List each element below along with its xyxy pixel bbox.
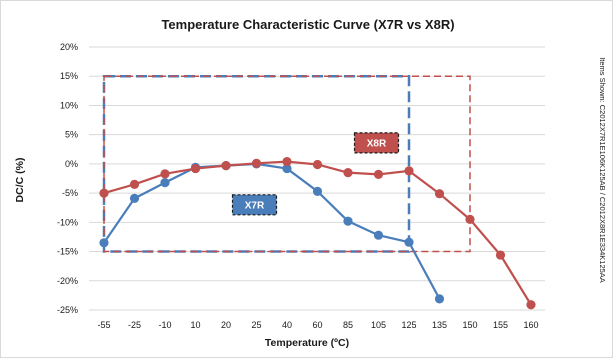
- x-tick-label: -10: [158, 320, 171, 330]
- y-tick-label: -15%: [57, 247, 78, 257]
- x-tick-label: -25: [128, 320, 141, 330]
- x-tick-label: 125: [401, 320, 416, 330]
- badge-label-x7r: X7R: [245, 200, 265, 211]
- y-tick-label: 20%: [60, 42, 78, 52]
- x-tick-label: 135: [432, 320, 447, 330]
- badge-x7r: [231, 194, 278, 216]
- data-point-x7r: [404, 237, 414, 247]
- series-points: [99, 156, 536, 310]
- y-tick-label: 10%: [60, 100, 78, 110]
- data-point-x7r: [129, 193, 140, 203]
- spec-boxes: [102, 74, 471, 253]
- data-point-x8r: [251, 158, 262, 168]
- data-point-x8r: [221, 161, 231, 171]
- y-axis-ticks: 20% 15% 10% 5% 0% -5% -10% -15% -20% -25%: [57, 42, 78, 315]
- data-point-x8r: [99, 188, 109, 198]
- data-point-x7r: [434, 294, 445, 304]
- data-point-x8r: [343, 168, 353, 178]
- x-tick-label: 105: [371, 320, 386, 330]
- x-tick-label: -55: [97, 320, 110, 330]
- data-point-x8r: [495, 250, 506, 260]
- data-point-x8r: [373, 169, 384, 180]
- data-point-x8r: [404, 166, 414, 176]
- series-line-x7r: [103, 162, 441, 300]
- data-point-x7r: [160, 177, 170, 188]
- x-tick-label: 150: [462, 320, 477, 330]
- spec-box-x8r: [103, 75, 471, 253]
- grid: [89, 46, 545, 311]
- data-point-x7r: [99, 238, 109, 248]
- x-axis-ticks: -55 -25 -10 10 20 25 40 60 85 105 125 135 150 155 160: [97, 320, 538, 330]
- data-point-x8r: [465, 214, 475, 225]
- data-point-x8r: [160, 169, 170, 179]
- data-point-x8r: [282, 156, 292, 167]
- data-point-x7r: [282, 163, 292, 174]
- chart-title: Temperature Characteristic Curve (X7R vs…: [161, 17, 454, 32]
- x-tick-label: 40: [282, 320, 292, 330]
- x-tick-label: 20: [221, 320, 231, 330]
- data-point-x8r: [129, 179, 140, 189]
- data-point-x7r: [343, 216, 353, 226]
- x-tick-label: 85: [343, 320, 353, 330]
- data-point-x8r: [312, 159, 323, 170]
- data-point-x8r: [190, 163, 201, 174]
- items-shown-note: Items Shown: C2012X7R1E106K125AB / C2012…: [598, 57, 607, 283]
- y-tick-label: -20%: [57, 276, 78, 286]
- y-tick-label: 15%: [60, 71, 78, 81]
- y-tick-label: -25%: [57, 305, 78, 315]
- y-tick-label: -10%: [57, 217, 78, 227]
- data-point-x7r: [312, 186, 323, 196]
- y-axis-label: DC/C (%): [14, 158, 26, 203]
- x-tick-label: 10: [190, 320, 200, 330]
- series-badges: X7R X8R: [231, 132, 400, 216]
- badge-x8r: [353, 132, 400, 154]
- x-tick-label: 155: [493, 320, 508, 330]
- y-tick-label: -5%: [62, 188, 78, 198]
- x-axis-label: Temperature (ºC): [265, 337, 349, 349]
- data-point-x7r: [373, 230, 384, 240]
- x-tick-label: 25: [251, 320, 261, 330]
- badge-label-x8r: X8R: [367, 138, 387, 149]
- data-point-x8r: [434, 189, 445, 199]
- data-point-x8r: [526, 300, 536, 310]
- x-tick-label: 60: [312, 320, 322, 330]
- y-tick-label: 0%: [65, 159, 78, 169]
- y-tick-label: 5%: [65, 130, 78, 140]
- x-tick-label: 160: [523, 320, 538, 330]
